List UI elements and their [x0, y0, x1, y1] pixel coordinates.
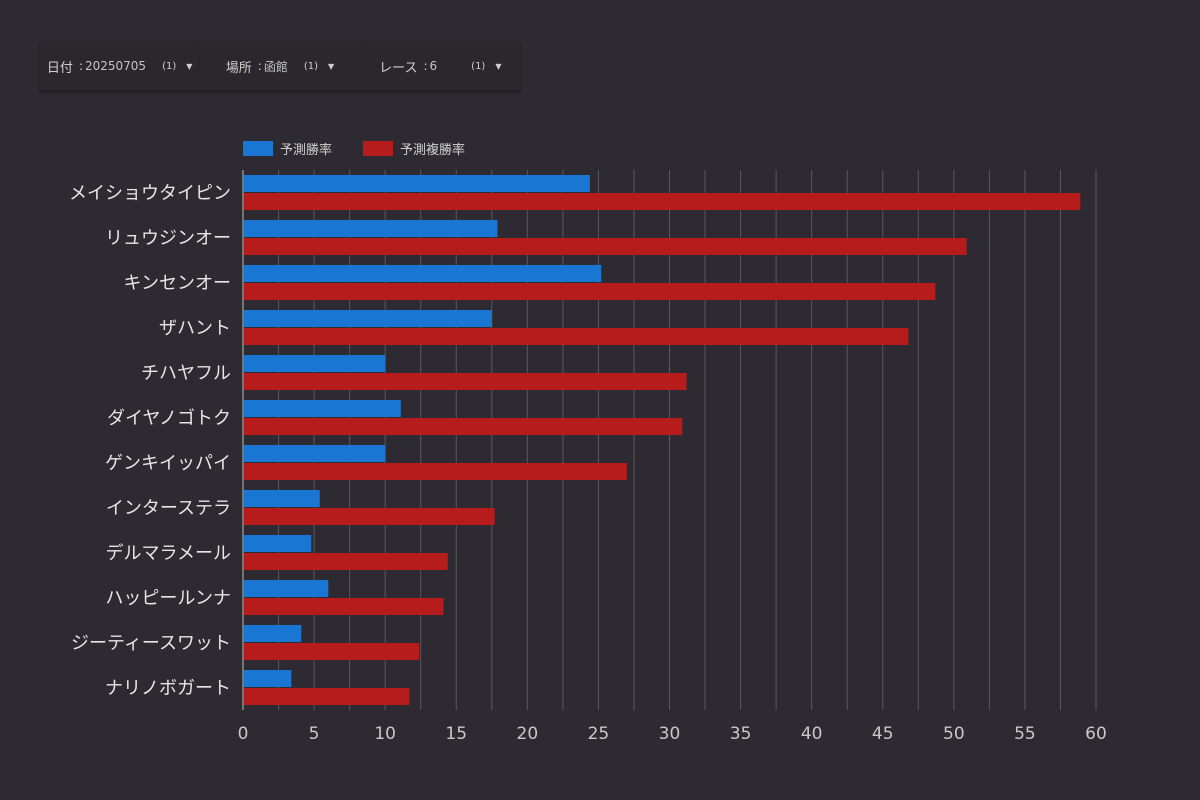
legend-label: 予測複勝率	[400, 142, 465, 158]
filter-date-count: (1)	[162, 60, 177, 72]
x-tick-label: 45	[872, 724, 894, 744]
category-label: ゲンキイッパイ	[105, 453, 231, 474]
bar-place	[244, 553, 448, 570]
x-tick-label: 10	[374, 724, 396, 744]
bar-place	[244, 508, 495, 525]
filter-date-value: 20250705	[84, 59, 147, 73]
bar-win	[244, 445, 386, 462]
filter-venue-label: 場所	[225, 60, 252, 76]
filter-date[interactable]: 日付: 20250705 (1) ▼	[40, 42, 201, 90]
category-label: チハヤフル	[141, 363, 231, 384]
category-label: メイショウタイピン	[69, 183, 231, 204]
bar-win	[244, 355, 386, 372]
x-tick-label: 15	[445, 724, 467, 744]
caret-down-icon: ▼	[186, 61, 193, 71]
bar-place	[244, 463, 627, 480]
bar-win	[244, 580, 329, 597]
category-label: ハッピールンナ	[105, 588, 231, 609]
x-tick-label: 50	[943, 724, 965, 744]
bar-win	[244, 175, 590, 192]
category-label: キンセンオー	[124, 273, 231, 294]
bar-place	[244, 598, 444, 615]
bar-win	[244, 310, 492, 327]
filter-bar: 日付: 20250705 (1) ▼ 場所: 函館 (1) ▼ レース: 6 (…	[40, 42, 520, 90]
bar-place	[244, 283, 936, 300]
x-tick-label: 35	[730, 724, 752, 744]
bar-place	[244, 418, 683, 435]
bar-win	[244, 220, 498, 237]
x-tick-label: 60	[1085, 724, 1107, 744]
filter-race-value: 6	[429, 59, 438, 73]
bar-win	[244, 670, 292, 687]
x-tick-label: 25	[588, 724, 610, 744]
category-label: ダイヤノゴトク	[107, 408, 231, 429]
legend-swatch	[243, 141, 273, 156]
category-label: ザハント	[159, 318, 231, 339]
category-label: ジーティースワット	[71, 633, 231, 654]
x-tick-label: 30	[659, 724, 681, 744]
bar-place	[244, 643, 420, 660]
x-tick-label: 20	[517, 724, 539, 744]
bar-win	[244, 490, 320, 507]
bar-place	[244, 373, 687, 390]
x-tick-label: 40	[801, 724, 823, 744]
x-tick-label: 5	[309, 724, 320, 744]
legend-swatch	[363, 141, 393, 156]
bar-win	[244, 265, 602, 282]
category-label: ナリノボガート	[105, 678, 231, 699]
bar-win	[244, 400, 401, 417]
caret-down-icon: ▼	[328, 61, 335, 71]
bar-place	[244, 328, 909, 345]
category-label: デルマラメール	[106, 543, 231, 564]
filter-race-count: (1)	[471, 60, 486, 72]
legend-label: 予測勝率	[280, 142, 332, 158]
bar-place	[244, 688, 410, 705]
bar-win	[244, 625, 302, 642]
colon: :	[78, 59, 83, 73]
bar-win	[244, 535, 312, 552]
x-tick-label: 0	[238, 724, 249, 744]
filter-venue-value: 函館	[263, 59, 288, 74]
bar-place	[244, 193, 1081, 210]
category-label: リュウジンオー	[105, 228, 231, 249]
filter-venue-count: (1)	[303, 60, 319, 72]
caret-down-icon: ▼	[495, 61, 502, 71]
filter-venue[interactable]: 場所: 函館 (1) ▼	[200, 42, 361, 90]
colon: :	[257, 59, 262, 73]
filter-date-label: 日付	[46, 60, 73, 76]
filter-race[interactable]: レース: 6 (1) ▼	[361, 42, 520, 90]
colon: :	[423, 59, 428, 73]
filter-race-label: レース	[379, 60, 418, 76]
bar-place	[244, 238, 967, 255]
x-tick-label: 55	[1014, 724, 1036, 744]
category-label: インターステラ	[106, 498, 231, 519]
